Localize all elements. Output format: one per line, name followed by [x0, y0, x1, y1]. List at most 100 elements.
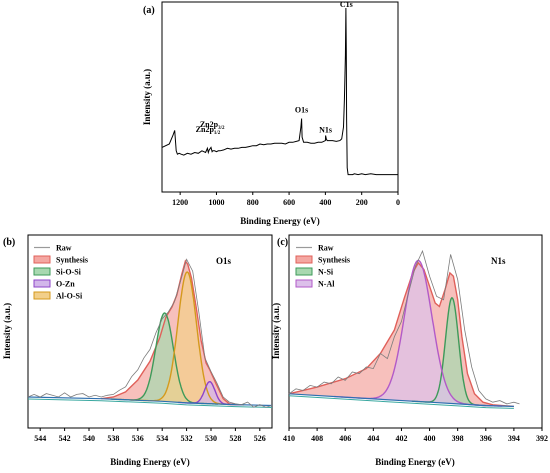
panel-c-legend-label: N-Si: [318, 268, 334, 277]
panel-b-legend-item-o-zn: O-Zn: [33, 279, 75, 289]
peak-label-n1s: N1s: [319, 126, 332, 135]
panel-c-x-tick-label: 398: [452, 434, 464, 443]
panel-c-x-tick-label: 394: [508, 434, 520, 443]
panel-c-label: (c): [277, 237, 288, 248]
panel-b-x-tick-label: 544: [34, 434, 46, 443]
panel-b-x-tick-label: 532: [181, 434, 193, 443]
panel-c-plot-frame: [288, 234, 543, 429]
panel-a-x-tick-label: 1000: [208, 198, 224, 207]
panel-c-x-axis: 410 408 406 404 402 400 398 396 394 392: [283, 428, 548, 443]
panel-b-legend-item-raw: Raw: [34, 244, 72, 253]
panel-b-x-axis: 544 542 540 538 536 534 532 530 528 526: [34, 428, 266, 443]
panel-b-legend-swatch: [33, 267, 51, 276]
panel-b-legend: Raw Synthesis Si-O-Si O-Zn Al-O-Si: [33, 244, 88, 301]
panel-b-plot-frame: [27, 234, 273, 429]
panel-a-ylabel: Intensity (a.u.): [142, 69, 152, 125]
panel-c-n-si-fill: [411, 297, 492, 406]
panel-c-component-lines: [288, 249, 520, 409]
panel-b-component-lines: [27, 258, 273, 408]
panel-c-legend-label: Synthesis: [318, 256, 350, 265]
panel-b-legend-label: O-Zn: [56, 280, 75, 289]
panel-c-x-tick-label: 408: [311, 434, 323, 443]
panel-a-survey-spectrum: (a) Intensity (a.u.) Binding Energy (eV)…: [142, 0, 400, 226]
panel-a-x-tick-label: 1200: [172, 198, 188, 207]
panel-b-raw-series-line: [27, 258, 273, 408]
panel-a-xlabel: Binding Energy (eV): [240, 216, 320, 226]
panel-b-background-line: [27, 396, 273, 407]
panel-b-o1s-spectrum: (b) Intensity (a.u.) Binding Energy (eV)…: [2, 234, 273, 467]
panel-c-xlabel: Binding Energy (eV): [375, 457, 455, 467]
panel-c-background-line: [288, 393, 514, 407]
panel-c-n1s-spectrum: (c) Intensity (a.u.) Binding Energy (eV)…: [271, 234, 548, 467]
panel-b-legend-item-al-o-si: Al-O-Si: [33, 291, 83, 301]
panel-c-raw-series-line: [288, 249, 520, 405]
panel-c-n-al-fill: [334, 260, 503, 407]
panel-c-x-tick-label: 404: [367, 434, 379, 443]
panel-a-x-tick-label: 800: [247, 198, 259, 207]
panel-c-legend-item-n-al: N-Al: [295, 279, 335, 289]
panel-b-legend-item-si-o-si: Si-O-Si: [33, 267, 82, 277]
panel-c-legend-item-raw: Raw: [296, 244, 334, 253]
panel-b-o-zn-fill: [178, 381, 242, 405]
panel-a-label: (a): [143, 5, 155, 16]
panel-a-x-tick-label: 600: [283, 198, 295, 207]
panel-b-legend-swatch: [33, 291, 51, 300]
panel-b-x-tick-label: 536: [132, 434, 144, 443]
panel-a-x-axis: 1200 1000 800 600 400 200 0: [172, 192, 400, 207]
panel-b-title: O1s: [216, 256, 232, 266]
panel-b-legend-swatch: [33, 279, 51, 288]
panel-b-ylabel: Intensity (a.u.): [2, 303, 12, 359]
panel-b-synthesis-line: [101, 259, 236, 406]
panel-b-al-o-si-fill: [130, 272, 245, 405]
panel-b-component-fills: [101, 261, 245, 405]
panel-b-legend-label: Si-O-Si: [56, 268, 82, 277]
panel-b-x-tick-label: 542: [59, 434, 71, 443]
peak-label-text: O1s: [295, 106, 308, 115]
panel-c-legend-item-synthesis: Synthesis: [295, 255, 350, 265]
panel-b-legend-label: Al-O-Si: [56, 292, 83, 301]
panel-c-x-tick-label: 400: [424, 434, 436, 443]
panel-c-synthesis-line: [288, 261, 514, 408]
panel-b-legend-label: Synthesis: [56, 256, 88, 265]
panel-b-label: (b): [3, 237, 15, 248]
panel-c-x-tick-label: 392: [536, 434, 548, 443]
panel-b-x-tick-label: 526: [254, 434, 266, 443]
peak-label-zn2p-1-2: Zn2p1/2: [196, 125, 221, 136]
panel-b-legend-label: Raw: [56, 244, 72, 253]
panel-a-x-tick-label: 200: [356, 198, 368, 207]
peak-label-c1s: C1s: [340, 0, 353, 9]
panel-b-x-tick-label: 530: [205, 434, 217, 443]
panel-c-background-line-2: [288, 395, 514, 409]
panel-c-ylabel: Intensity (a.u.): [271, 303, 281, 359]
panel-c-x-tick-label: 402: [395, 434, 407, 443]
peak-label-text: C1s: [340, 0, 353, 9]
panel-b-x-tick-label: 534: [156, 434, 168, 443]
panel-b-legend-item-synthesis: Synthesis: [33, 255, 88, 265]
panel-b-x-tick-label: 540: [83, 434, 95, 443]
panel-c-legend-label: N-Al: [318, 280, 335, 289]
panel-c-legend-label: Raw: [318, 244, 334, 253]
panel-c-legend-swatch: [295, 255, 313, 264]
panel-b-x-tick-label: 538: [107, 434, 119, 443]
panel-c-x-tick-label: 410: [283, 434, 295, 443]
panel-b-xlabel: Binding Energy (eV): [110, 457, 190, 467]
peak-label-o1s: O1s: [295, 106, 308, 115]
panel-c-legend-swatch: [295, 267, 313, 276]
peak-label-subscript: 3/2: [218, 126, 225, 131]
panel-b-background-line-2: [27, 398, 273, 408]
panel-c-legend-swatch: [295, 279, 313, 288]
panel-a-survey-series-line: [161, 7, 398, 176]
panel-a-plot-frame: [161, 1, 399, 193]
panel-a-x-tick-label: 400: [319, 198, 331, 207]
panel-c-x-tick-label: 396: [480, 434, 492, 443]
panel-c-title: N1s: [491, 256, 506, 266]
panel-c-legend: Raw Synthesis N-Si N-Al: [295, 244, 350, 289]
panel-c-legend-item-n-si: N-Si: [295, 267, 334, 277]
peak-label-text: Zn2p: [196, 125, 215, 134]
peak-label-zn2p-3-2: Zn2p3/2: [200, 120, 225, 131]
peak-label-subscript: 1/2: [214, 131, 221, 136]
panel-c-x-tick-label: 406: [339, 434, 351, 443]
peak-label-text: Zn2p: [200, 120, 219, 129]
